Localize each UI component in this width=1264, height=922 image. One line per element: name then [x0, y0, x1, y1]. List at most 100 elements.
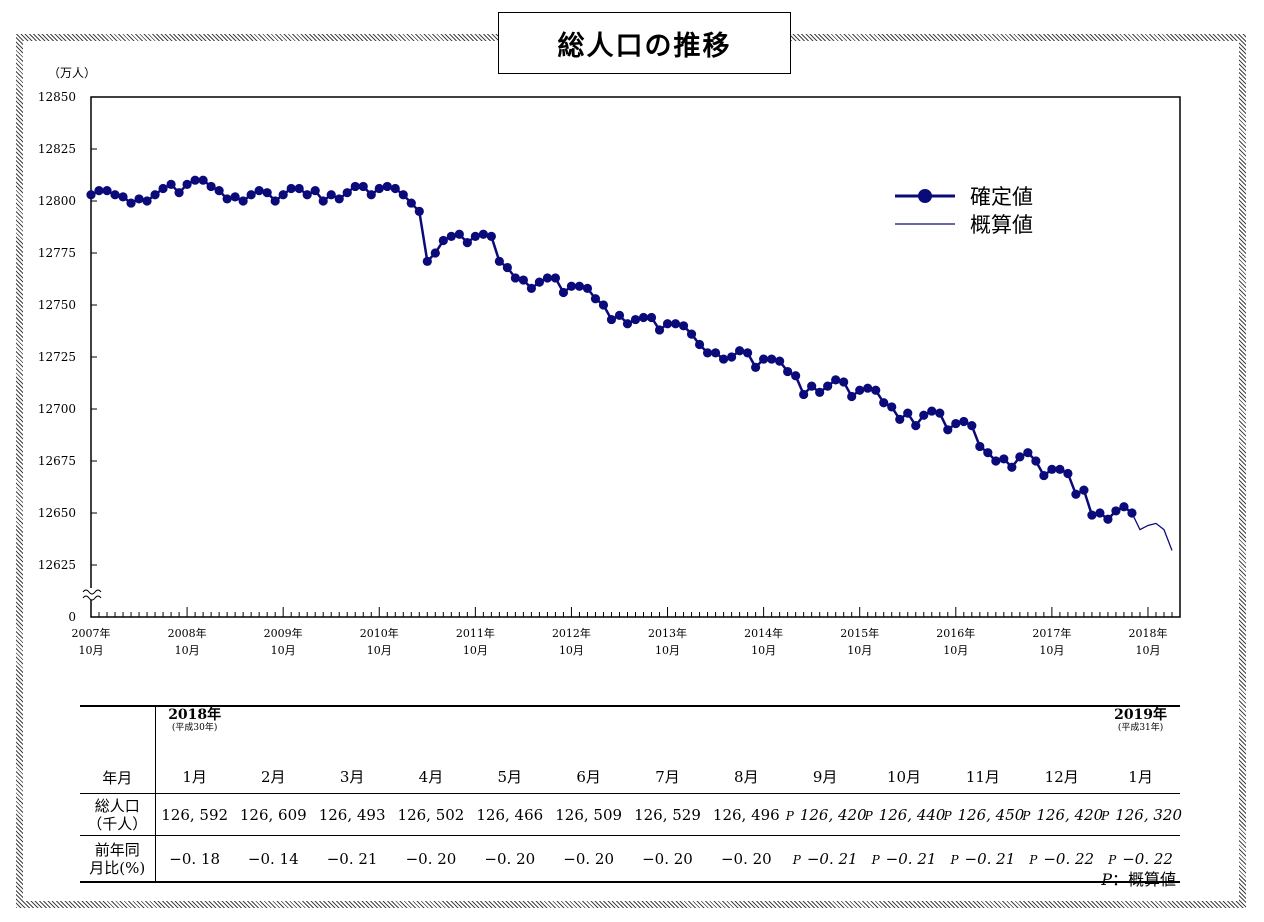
data-point-confirmed [638, 312, 649, 323]
data-point-confirmed [126, 198, 136, 208]
data-point-confirmed [799, 389, 809, 400]
axes: （万人） 12850 12825 12800 12775 12750 12725 12700 1… [38, 66, 1181, 657]
month-text: 4月 [418, 768, 444, 786]
data-point-confirmed [206, 181, 216, 192]
data-point-confirmed [342, 188, 352, 198]
series-line-provisional [1131, 512, 1173, 551]
y-tick-label: 12775 [38, 246, 76, 260]
x-tick-label-month: 10月 [463, 644, 488, 657]
month-cell: 7月 [628, 706, 707, 794]
data-point-confirmed [1111, 506, 1121, 516]
data-point-confirmed [1079, 485, 1089, 495]
row-label-text: 月比(%) [89, 858, 146, 877]
axis-break-mark [82, 588, 102, 601]
change-cell: −0. 20 [391, 835, 471, 882]
change-value: −0. 20 [405, 849, 457, 868]
footnote-mark: P [1101, 870, 1112, 889]
data-point-confirmed [1087, 510, 1097, 520]
data-point-confirmed [743, 348, 753, 358]
data-point-confirmed [118, 192, 128, 202]
data-point-confirmed [182, 179, 192, 189]
data-point-confirmed [686, 329, 697, 339]
legend-label-confirmed: 確定値 [970, 185, 1033, 209]
change-value: −0. 21 [885, 849, 937, 868]
data-point-confirmed [847, 391, 857, 402]
population-value: 126, 440 [878, 805, 946, 824]
data-point-confirmed [654, 325, 665, 335]
row-label-change: 前年同 月比(%) [80, 835, 156, 882]
data-point-confirmed [751, 362, 761, 372]
data-point-confirmed [1023, 448, 1033, 458]
data-point-confirmed [94, 186, 104, 196]
data-point-confirmed [366, 190, 376, 200]
row-label-text: 年月 [102, 769, 133, 787]
change-value: −0. 20 [720, 849, 772, 868]
data-point-confirmed [839, 377, 849, 387]
data-point-confirmed [278, 190, 288, 200]
data-point-confirmed [446, 231, 456, 241]
data-point-confirmed [526, 283, 537, 293]
data-point-confirmed [222, 194, 232, 204]
row-label-population: 総人口 （千人） [80, 793, 156, 836]
month-cell: 2018年 (平成30年) 1月 [155, 706, 234, 794]
data-point-confirmed [454, 229, 464, 239]
data-point-confirmed [382, 181, 392, 192]
data-point-confirmed [542, 273, 553, 283]
provisional-mark: P [943, 808, 952, 823]
population-value: 126, 420 [1036, 805, 1104, 824]
population-value: 126, 420 [799, 805, 867, 824]
population-cell: 126, 466 [470, 793, 550, 836]
series-layer [86, 175, 1173, 551]
population-cell: 126, 529 [628, 793, 707, 836]
change-cell: −0. 20 [470, 835, 550, 882]
x-tick-label-month: 10月 [751, 644, 776, 657]
population-value: 126, 320 [1115, 805, 1182, 824]
x-tick-label-month: 10月 [847, 644, 872, 657]
data-point-confirmed [502, 262, 512, 273]
month-text: 10月 [886, 768, 922, 786]
x-tick-label-month: 10月 [1039, 644, 1064, 657]
provisional-mark: P [785, 808, 794, 823]
x-tick-label-year: 2007年 [72, 626, 111, 640]
provisional-mark: P [864, 808, 873, 823]
data-point-confirmed [726, 352, 737, 362]
data-point-confirmed [775, 356, 785, 366]
data-point-confirmed [310, 186, 320, 196]
data-point-confirmed [1063, 468, 1073, 479]
data-point-confirmed [767, 354, 777, 364]
month-text: 2月 [260, 768, 286, 786]
month-text: 8月 [734, 768, 759, 786]
population-value: 126, 450 [957, 805, 1025, 824]
data-point-confirmed [262, 188, 272, 198]
data-point-confirmed [759, 354, 769, 364]
y-tick-label: 12750 [38, 298, 76, 312]
data-point-confirmed [646, 312, 657, 323]
y-tick-label: 12800 [38, 194, 76, 208]
row-label-text: 前年同 [94, 840, 140, 859]
y-axis-unit: （万人） [48, 66, 96, 80]
data-point-confirmed [294, 183, 304, 194]
data-point-confirmed [823, 381, 833, 391]
x-tick-label-month: 10月 [367, 644, 392, 657]
provisional-mark: P [1108, 852, 1117, 867]
data-point-confirmed [462, 238, 472, 248]
data-point-confirmed [927, 406, 937, 416]
data-point-confirmed [943, 425, 953, 435]
x-tick-label-year: 2015年 [840, 626, 879, 640]
data-point-confirmed [566, 281, 577, 291]
data-point-confirmed [158, 183, 168, 194]
month-text: 12月 [1044, 768, 1079, 786]
month-cell: 9月 [786, 706, 865, 794]
data-point-confirmed [406, 198, 416, 208]
line-chart: （万人） 12850 12825 12800 12775 12750 12725 12700 1… [38, 66, 1181, 657]
data-point-confirmed [558, 287, 569, 298]
data-point-confirmed [1031, 456, 1041, 466]
data-point-confirmed [991, 456, 1001, 466]
y-tick-label: 0 [68, 610, 76, 624]
data-point-confirmed [574, 281, 585, 291]
table-row-change: 前年同 月比(%) −0. 18 −0. 14 −0. 21 −0. 20 −0. 20 −0… [80, 835, 1180, 882]
x-tick-label-year: 2011年 [456, 626, 495, 640]
data-point-confirmed [550, 273, 561, 283]
population-cell: P 126, 320 [1101, 793, 1182, 836]
population-cell: 126, 592 [155, 793, 234, 836]
